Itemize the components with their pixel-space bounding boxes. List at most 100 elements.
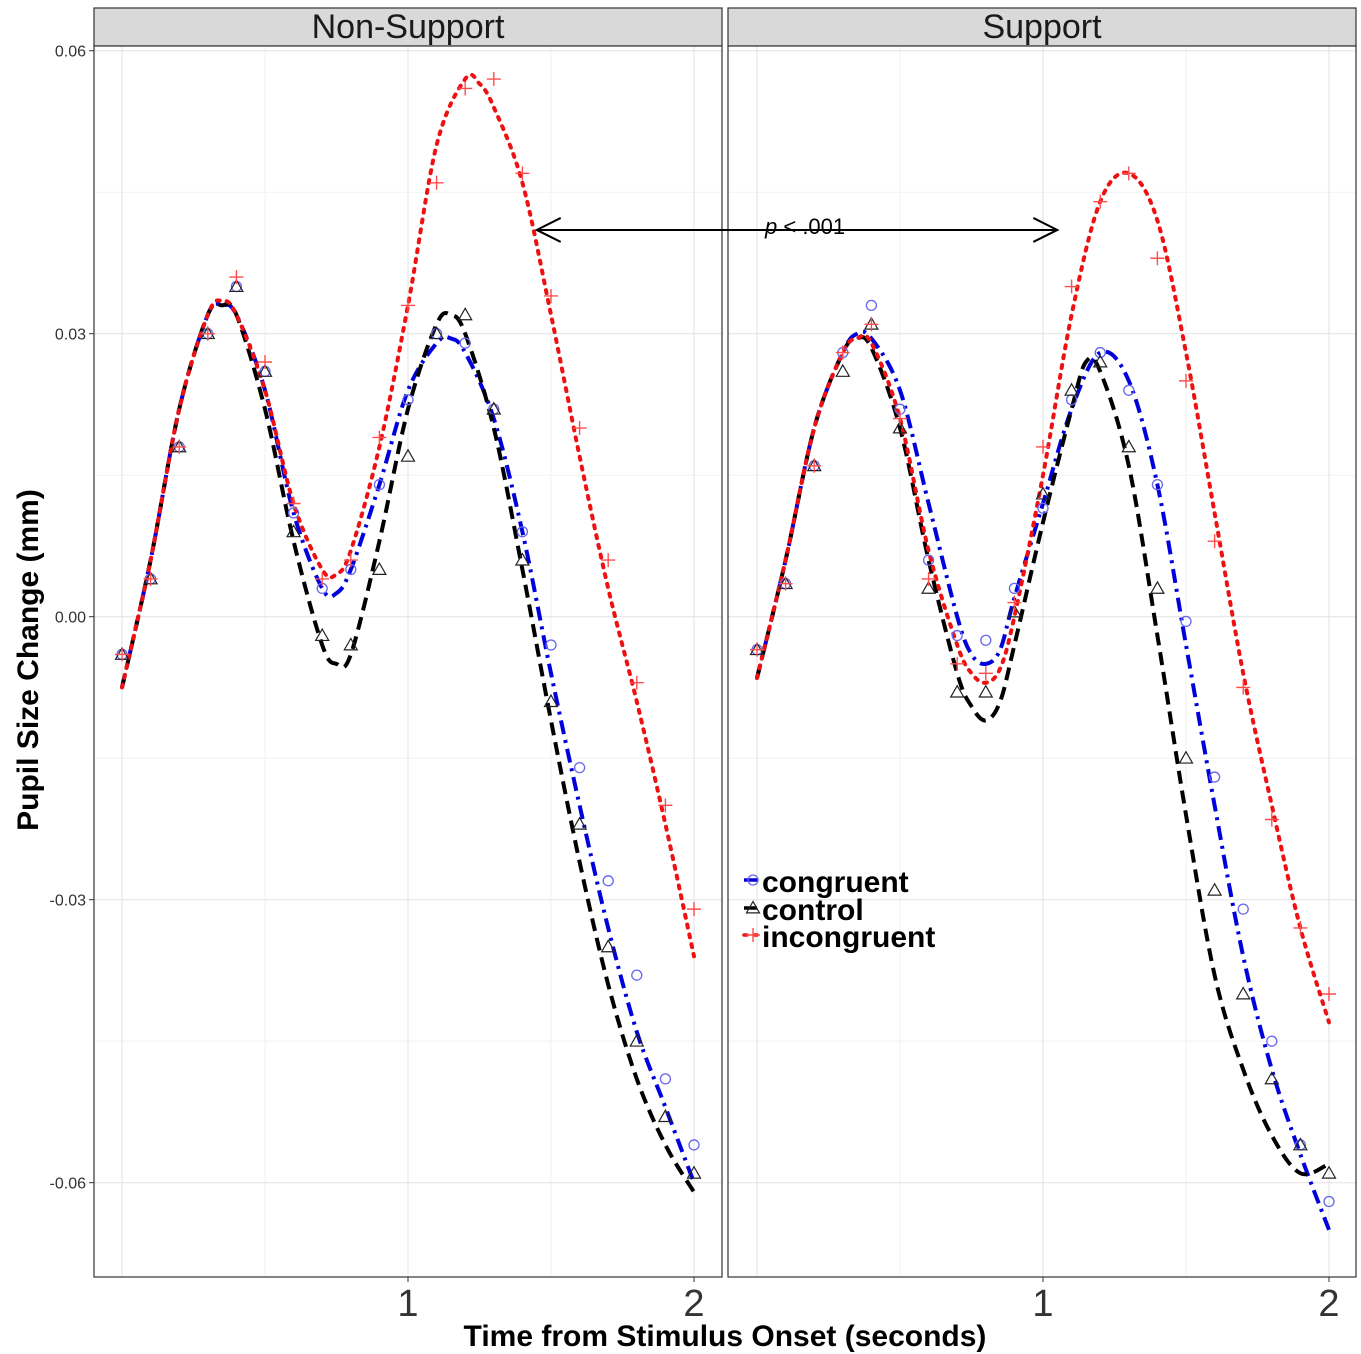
y-axis-title: Pupil Size Change (mm) — [12, 489, 45, 831]
data-point-incongruent — [1207, 534, 1222, 549]
significance-annotation: p < .001 — [534, 214, 1060, 243]
data-point-control — [314, 627, 330, 642]
data-point-incongruent — [778, 576, 793, 591]
data-point-incongruent — [864, 317, 879, 332]
y-tick-label: -0.03 — [50, 893, 87, 910]
series-layer — [114, 72, 1337, 1231]
data-point-control — [1149, 580, 1165, 594]
data-point-congruent — [1266, 1035, 1278, 1047]
data-point-incongruent — [950, 656, 965, 671]
data-point-congruent — [922, 554, 935, 566]
data-point-control — [486, 401, 502, 415]
legend-label-incongruent: incongruent — [762, 921, 935, 954]
data-point-incongruent — [921, 571, 936, 586]
data-point-control — [457, 307, 473, 321]
data-point-incongruent — [1007, 595, 1022, 610]
data-point-control — [1121, 439, 1137, 453]
data-point-incongruent — [486, 72, 501, 87]
arrowhead-right — [1032, 217, 1060, 243]
data-point-congruent — [659, 1073, 672, 1085]
legend-key-marker-congruent — [747, 874, 759, 886]
data-point-incongruent — [1179, 373, 1193, 388]
data-point-incongruent — [429, 175, 444, 190]
data-point-control — [228, 278, 244, 293]
data-point-incongruent — [687, 902, 701, 917]
data-point-control — [1064, 382, 1080, 396]
data-point-control — [921, 580, 937, 594]
x-axis-title: Time from Stimulus Onset (seconds) — [464, 1320, 987, 1353]
data-point-control — [429, 325, 445, 340]
data-point-incongruent — [172, 439, 187, 454]
data-point-congruent — [1094, 346, 1106, 359]
data-point-incongruent — [893, 411, 907, 426]
data-point-congruent — [516, 526, 529, 538]
data-point-congruent — [688, 1139, 700, 1151]
data-point-incongruent — [143, 571, 158, 586]
data-point-congruent — [1037, 502, 1049, 514]
data-point-control — [1035, 486, 1051, 500]
fit-line-incongruent — [120, 72, 696, 959]
legend-key-marker-control — [745, 900, 761, 914]
data-point-congruent — [1208, 771, 1221, 783]
fit-line-incongruent — [755, 170, 1331, 1025]
legend-label-congruent: congruent — [762, 866, 909, 899]
data-point-control — [978, 684, 994, 698]
data-point-congruent — [402, 394, 414, 406]
p-value-rest: < .001 — [777, 214, 845, 239]
fit-line-control — [755, 335, 1330, 1177]
data-point-control — [543, 693, 559, 708]
data-point-congruent — [951, 629, 963, 642]
data-point-congruent — [602, 875, 614, 887]
panels-layer — [93, 7, 1357, 1278]
data-point-incongruent — [807, 458, 822, 473]
x-tick-label: 1 — [1032, 1283, 1053, 1325]
data-point-control — [572, 816, 588, 830]
data-point-incongruent — [978, 666, 993, 681]
data-point-control — [892, 420, 908, 434]
data-point-control — [1006, 604, 1022, 618]
data-point-incongruent — [286, 496, 301, 511]
series-group-support — [749, 166, 1337, 1231]
data-point-control — [949, 684, 965, 698]
data-point-congruent — [1323, 1195, 1335, 1208]
data-point-incongruent — [1036, 439, 1050, 454]
p-value-label: p < .001 — [764, 214, 845, 239]
panel-support — [727, 7, 1357, 1278]
data-point-incongruent — [115, 647, 129, 662]
data-point-control — [686, 1165, 702, 1179]
data-point-incongruent — [544, 288, 558, 303]
panel-border — [727, 45, 1357, 1278]
arrowhead-left — [534, 217, 562, 243]
data-point-congruent — [980, 634, 992, 646]
plot-area — [728, 46, 1356, 1277]
data-point-control — [514, 552, 530, 566]
data-point-incongruent — [1064, 279, 1079, 294]
p-italic: p — [764, 214, 777, 239]
y-axis-ticks: -0.06 -0.03 0.00 0.03 0.06 — [50, 44, 94, 1193]
data-point-incongruent — [200, 326, 215, 341]
data-point-incongruent — [1322, 987, 1336, 1002]
data-point-incongruent — [401, 298, 415, 313]
data-point-control — [371, 561, 387, 576]
data-point-incongruent — [572, 421, 587, 436]
data-point-congruent — [1237, 903, 1249, 915]
data-point-incongruent — [658, 798, 673, 813]
data-point-incongruent — [315, 571, 330, 586]
facet-strip — [727, 7, 1357, 47]
data-point-control — [1292, 1137, 1308, 1151]
data-point-control — [1321, 1165, 1337, 1179]
data-point-congruent — [1180, 615, 1192, 628]
y-tick-label: 0.00 — [55, 610, 86, 627]
data-point-incongruent — [229, 270, 244, 285]
data-point-congruent — [1123, 384, 1135, 396]
data-point-congruent — [373, 478, 386, 491]
data-point-control — [257, 363, 273, 377]
data-point-incongruent — [1121, 166, 1136, 181]
data-point-control — [1207, 882, 1223, 896]
data-point-incongruent — [258, 355, 272, 370]
data-point-incongruent — [1236, 680, 1251, 695]
data-point-control — [629, 1033, 645, 1047]
x-axis-ticks: 1 2 1 2 — [397, 1277, 1340, 1325]
data-point-incongruent — [1093, 194, 1108, 209]
